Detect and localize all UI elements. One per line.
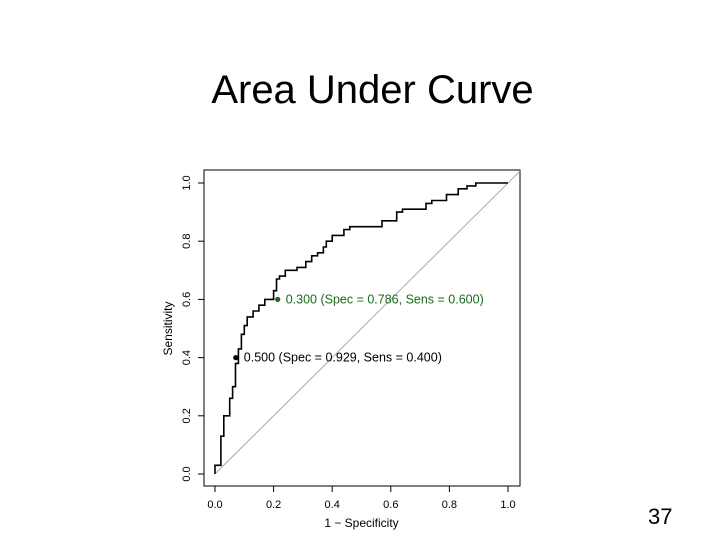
- reference-diagonal: [214, 170, 521, 475]
- roc-curve: [214, 182, 508, 474]
- y-tick-label: 0.4: [181, 350, 193, 365]
- reference-diagonal-group: [214, 170, 521, 475]
- x-tick-label: 0.8: [442, 499, 457, 511]
- threshold-point: [233, 355, 239, 361]
- threshold-point: [275, 296, 281, 302]
- x-tick-label: 0.4: [325, 499, 340, 511]
- x-tick-label: 0.6: [383, 499, 398, 511]
- y-axis: 0.0 0.2 0.4 0.6 0.8 1.0: [181, 175, 205, 482]
- page-number: 37: [648, 504, 673, 529]
- x-axis: 0.0 0.2 0.4 0.6 0.8 1.0: [207, 485, 516, 511]
- threshold-label: 0.500 (Spec = 0.929, Sens = 0.400): [244, 351, 442, 365]
- x-tick-label: 0.2: [266, 499, 281, 511]
- threshold-label: 0.300 (Spec = 0.786, Sens = 0.600): [286, 292, 484, 306]
- slide-title: Area Under Curve: [211, 68, 534, 112]
- y-tick-label: 0.6: [181, 292, 193, 307]
- x-axis-label: 1 − Specificity: [324, 516, 398, 530]
- y-tick-label: 0.8: [181, 234, 193, 249]
- x-tick-label: 1.0: [500, 499, 515, 511]
- annotation-group: 0.300 (Spec = 0.786, Sens = 0.600) 0.500 …: [233, 292, 484, 365]
- y-tick-label: 1.0: [181, 175, 193, 190]
- y-tick-label: 0.2: [181, 408, 193, 423]
- y-axis-label: Sensitivity: [161, 301, 175, 355]
- series-group: [214, 182, 508, 474]
- y-tick-label: 0.0: [181, 466, 193, 481]
- x-tick-label: 0.0: [207, 499, 222, 511]
